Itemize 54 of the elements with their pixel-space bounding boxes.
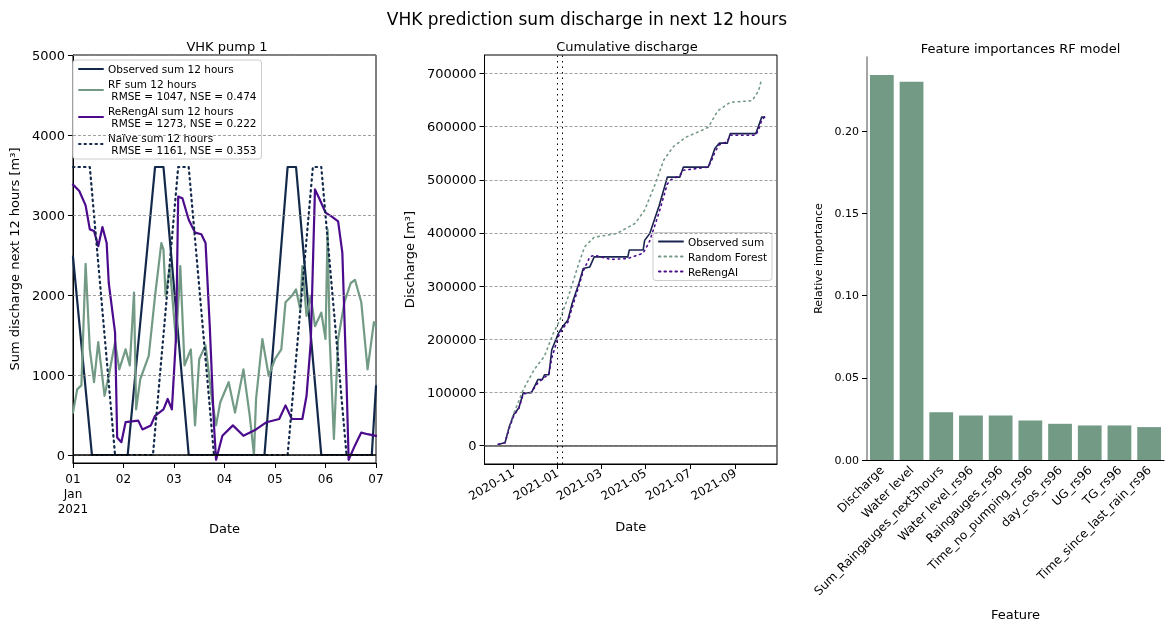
y-tick-label: 300000 bbox=[426, 278, 477, 294]
legend-label: ReRengAI bbox=[687, 265, 739, 278]
y-tick-label: 0 bbox=[468, 437, 477, 453]
bar bbox=[1107, 425, 1132, 460]
y-tick-label: 0.20 bbox=[834, 124, 859, 138]
x-axis-title: Date bbox=[615, 519, 647, 534]
y-tick-label: 400000 bbox=[426, 225, 477, 241]
x-tick-label: 06 bbox=[317, 471, 334, 486]
y-tick-label: 0.10 bbox=[834, 289, 859, 303]
bar bbox=[869, 75, 894, 460]
legend-label: Observed sum 12 hours bbox=[108, 63, 234, 75]
x-tick-label: 02 bbox=[115, 471, 132, 486]
y-axis-title: Relative importance bbox=[811, 202, 825, 314]
y-tick-label: 600000 bbox=[426, 119, 477, 135]
legend-label: ReRengAI sum 12 hours RMSE = 1273, NSE = 0.222 bbox=[108, 105, 257, 129]
x-axis-title: Date bbox=[208, 521, 241, 536]
y-tick-label: 0 bbox=[56, 447, 65, 463]
chart-title: VHK pump 1 bbox=[186, 39, 268, 54]
legend-label: Random Forest bbox=[687, 250, 768, 263]
x-tick-label: 04 bbox=[216, 471, 233, 486]
bar bbox=[959, 415, 983, 460]
legend-label: Observed sum bbox=[687, 235, 765, 248]
x-tick-label: 03 bbox=[166, 471, 182, 486]
bar bbox=[1018, 420, 1043, 460]
y-tick-label: 5000 bbox=[31, 47, 65, 63]
bar bbox=[988, 415, 1013, 460]
bar bbox=[899, 81, 924, 460]
chart-title: Feature importances RF model bbox=[920, 41, 1121, 56]
y-tick-label: 0.15 bbox=[834, 206, 859, 220]
line-series bbox=[71, 228, 378, 457]
y-tick-label: 2000 bbox=[31, 287, 65, 303]
chart-title: Cumulative discharge bbox=[556, 39, 698, 54]
y-tick-label: 500000 bbox=[426, 172, 477, 188]
x-tick-label: 01 Jan 2021 bbox=[57, 471, 89, 516]
bar bbox=[1077, 425, 1102, 460]
y-tick-label: 0.00 bbox=[834, 453, 859, 467]
y-tick-label: 4000 bbox=[31, 127, 65, 143]
text: VHK prediction sum discharge in next 12 hours bbox=[385, 9, 789, 29]
legend-label: RF sum 12 hours RMSE = 1047, NSE = 0.474 bbox=[108, 78, 257, 102]
y-tick-label: 3000 bbox=[31, 207, 65, 223]
y-tick-label: 100000 bbox=[426, 384, 477, 400]
y-tick-label: 200000 bbox=[426, 331, 477, 347]
bar bbox=[929, 412, 954, 460]
y-tick-label: 700000 bbox=[426, 66, 477, 82]
x-tick-label: 05 bbox=[267, 471, 283, 486]
x-axis-title: Feature bbox=[990, 607, 1041, 622]
y-axis-title: Discharge [m³] bbox=[402, 210, 417, 309]
bar bbox=[1048, 423, 1072, 460]
y-axis-title: Sum discharge next 12 hours [m³] bbox=[7, 147, 22, 371]
y-tick-label: 1000 bbox=[31, 367, 65, 383]
x-tick-label: 07 bbox=[368, 471, 384, 486]
y-tick-label: 0.05 bbox=[834, 371, 859, 385]
legend-label: Naïve sum 12 hours RMSE = 1161, NSE = 0.353 bbox=[108, 132, 257, 156]
bar bbox=[1137, 427, 1162, 460]
